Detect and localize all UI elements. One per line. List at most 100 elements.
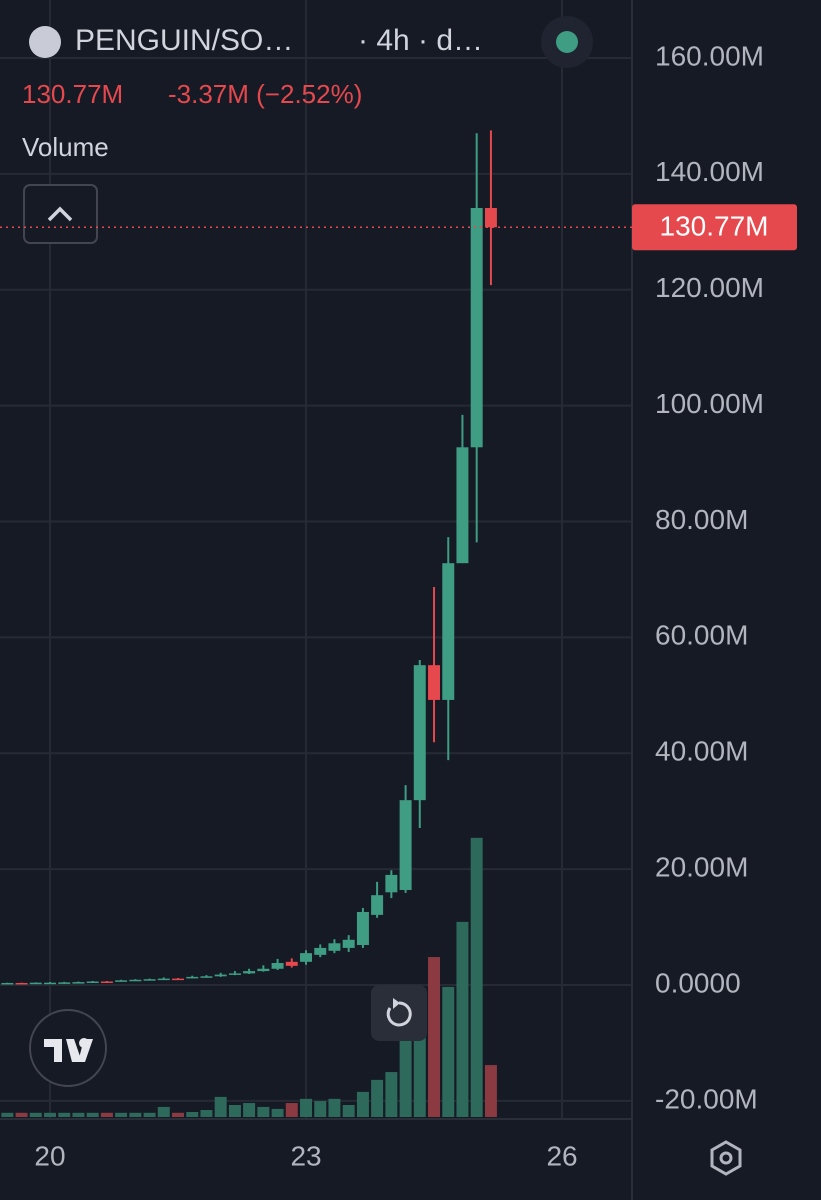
- volume-bar: [186, 1111, 199, 1117]
- candle-body: [228, 973, 241, 975]
- price-change: -3.37M (−2.52%): [168, 79, 362, 109]
- candle-body: [428, 665, 441, 700]
- logo: [44, 1039, 82, 1062]
- candle-body: [143, 979, 156, 981]
- volume-bar: [44, 1112, 56, 1117]
- volume-bar: [470, 837, 483, 1117]
- volume-bar: [385, 1072, 398, 1117]
- y-tick-label: 120.00M: [655, 272, 764, 303]
- candle-body: [285, 961, 298, 966]
- candle-body: [157, 978, 170, 981]
- reset-icon: [386, 1001, 412, 1027]
- candle-body: [100, 981, 113, 984]
- y-tick-label: 40.00M: [655, 736, 748, 767]
- candle-body: [413, 665, 426, 801]
- volume-bar: [328, 1098, 341, 1117]
- candle-body: [243, 971, 256, 974]
- candle-body: [129, 979, 142, 982]
- x-tick-label: 23: [290, 1140, 321, 1171]
- volume-bar: [228, 1104, 241, 1117]
- candle-body: [314, 947, 327, 955]
- candle-body: [15, 982, 28, 985]
- indicator-name: Volume: [22, 132, 109, 162]
- volume-bar: [314, 1101, 327, 1117]
- volume-bar: [300, 1098, 313, 1117]
- x-tick-label: 20: [34, 1140, 65, 1171]
- last-price-label: 130.77M: [660, 211, 769, 242]
- collapse-button[interactable]: [23, 184, 98, 244]
- volume-bar: [342, 1104, 355, 1117]
- candle-body: [86, 981, 99, 984]
- candle-body: [115, 980, 128, 982]
- volume-bar: [484, 1065, 497, 1117]
- volume-bar: [442, 986, 455, 1117]
- volume-bar: [257, 1106, 270, 1117]
- y-tick-label: 100.00M: [655, 388, 764, 419]
- y-tick-label: 140.00M: [655, 156, 764, 187]
- settings-button[interactable]: [710, 1140, 742, 1176]
- volume-bar: [100, 1112, 113, 1117]
- logo-button[interactable]: [29, 1009, 107, 1087]
- volume-bar: [29, 1112, 42, 1117]
- candle-body: [356, 911, 369, 946]
- volume-bar: [72, 1112, 85, 1117]
- candle-body: [271, 962, 284, 969]
- volume-bar: [243, 1103, 256, 1117]
- volume-bar: [200, 1110, 213, 1117]
- candle-body: [456, 447, 469, 564]
- volume-bar: [172, 1112, 184, 1117]
- reset-button[interactable]: [371, 985, 427, 1041]
- y-tick-label: 160.00M: [655, 40, 764, 71]
- volume-bar: [86, 1112, 99, 1117]
- candle-body: [214, 974, 227, 977]
- volume-bar: [428, 957, 441, 1117]
- volume-bar: [371, 1079, 384, 1117]
- candle-body: [58, 982, 71, 984]
- candle-body: [484, 208, 497, 228]
- chevron-icon: [47, 206, 73, 222]
- candle-body: [300, 953, 313, 962]
- candle-body: [29, 982, 42, 985]
- volume-bar: [157, 1106, 170, 1117]
- candle-body: [1, 982, 14, 985]
- volume-bar: [115, 1112, 128, 1117]
- volume-bar: [456, 921, 469, 1117]
- candles: [1, 130, 497, 985]
- candle-body: [200, 976, 213, 978]
- candle-body: [257, 968, 270, 972]
- candle-body: [470, 208, 483, 448]
- y-tick-label: 0.0000: [655, 967, 741, 998]
- candle-body: [385, 874, 398, 893]
- volume-bar: [356, 1091, 369, 1117]
- x-tick-label: 26: [546, 1140, 577, 1171]
- y-tick-label: 20.00M: [655, 852, 748, 883]
- volume-bar: [58, 1112, 71, 1117]
- volume-bar: [15, 1112, 28, 1117]
- logo: [78, 1039, 93, 1062]
- volume-bar: [413, 1036, 426, 1117]
- volume-bar: [214, 1096, 227, 1117]
- symbol[interactable]: PENGUIN/SO…: [75, 24, 293, 57]
- candle-body: [172, 978, 184, 981]
- last-price-box: [632, 204, 797, 251]
- symbol-icon: [29, 26, 61, 58]
- candle-body: [342, 939, 355, 948]
- candle-body: [72, 982, 85, 984]
- settings-icon: [719, 1151, 733, 1165]
- candle-body: [328, 943, 341, 951]
- reset-icon: [393, 998, 400, 1009]
- candle-body: [186, 976, 199, 979]
- candle-body: [44, 982, 56, 985]
- candle-body: [442, 563, 455, 700]
- volume-bar: [143, 1112, 156, 1117]
- status-dot: [556, 31, 578, 53]
- y-tick-label: -20.00M: [655, 1083, 758, 1114]
- volume-bar: [285, 1103, 298, 1117]
- volume-pane: [1, 837, 497, 1117]
- candle-body: [371, 895, 384, 915]
- interval[interactable]: · 4h · d…: [358, 24, 483, 57]
- volume-bar: [399, 1036, 412, 1117]
- candle-body: [399, 800, 412, 890]
